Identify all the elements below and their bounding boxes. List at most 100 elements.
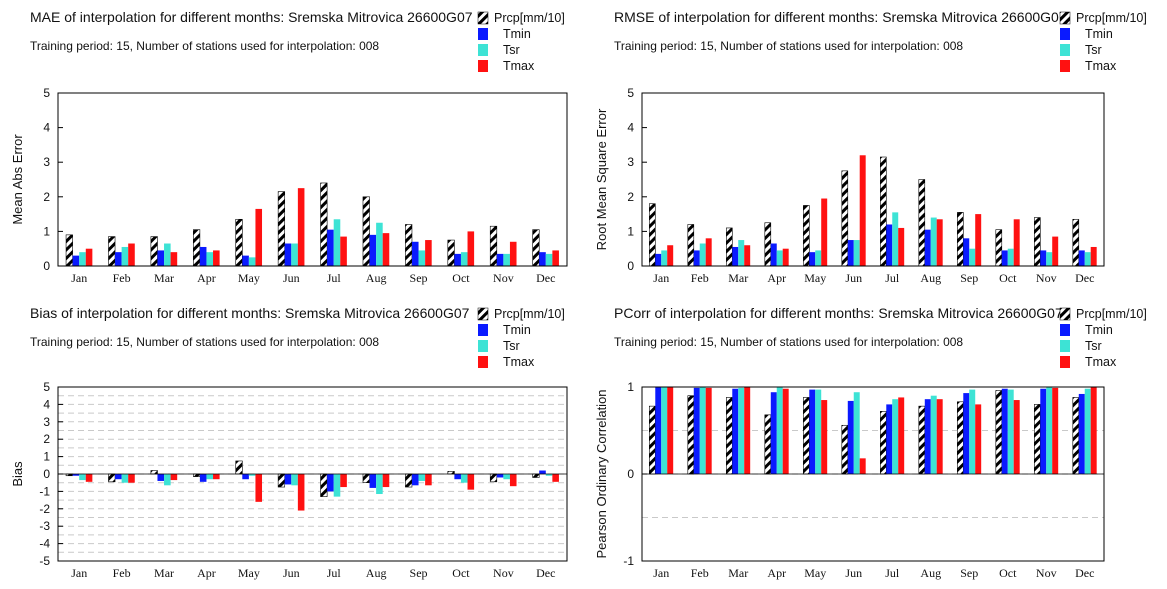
bar-tmin-may (809, 389, 816, 474)
bar-tmax-nov (509, 474, 517, 487)
bar-tmax-feb (128, 243, 135, 266)
chart-panel-2: Bias of interpolation for different mont… (10, 305, 568, 580)
bar-prcp-mm--feb (108, 236, 116, 267)
bar-tsr-nov (1046, 252, 1053, 266)
bar-tmax-nov (509, 241, 517, 266)
legend-label: Tmax (503, 355, 535, 369)
bar-prcp-mm--nov (489, 225, 498, 267)
bar-tmax-jul (898, 227, 905, 266)
bar-prcp-mm--nov (1034, 217, 1041, 267)
y-tick-label: 3 (43, 155, 50, 169)
x-tick-label: Jun (283, 566, 300, 580)
bar-tmin-jan (655, 253, 662, 266)
legend-label: Tmin (503, 27, 531, 41)
y-tick-label: -3 (39, 519, 50, 533)
x-tick-label: May (238, 271, 260, 285)
legend-swatch-tmax (1060, 356, 1070, 368)
x-tick-label: Dec (1075, 566, 1094, 580)
bar-tmax-oct (467, 474, 475, 490)
bar-tsr-jul (333, 474, 341, 497)
bar-tmax-mar (744, 245, 751, 266)
bar-tsr-sep (418, 474, 426, 481)
x-tick-label: Oct (452, 566, 470, 580)
y-tick-label: 0 (43, 467, 50, 481)
chart-panel-3: PCorr of interpolation for different mon… (594, 305, 1147, 580)
x-tick-label: Jun (283, 271, 300, 285)
bar-tsr-mar (738, 240, 745, 266)
bar-tsr-aug (376, 474, 383, 495)
x-tick-label: Mar (154, 566, 174, 580)
bar-tsr-mar (164, 474, 171, 486)
bar-tmin-oct (1001, 250, 1008, 266)
bar-prcp-mm--sep (405, 473, 413, 488)
y-tick-label: -1 (39, 484, 50, 498)
bar-tmin-jul (886, 404, 893, 474)
bar-tmax-feb (705, 387, 712, 474)
bar-tmin-sep (411, 241, 419, 266)
bar-tsr-may (815, 250, 822, 266)
bar-prcp-mm--dec (532, 229, 540, 267)
legend: Prcp[mm/10] Tmin Tsr Tmax (477, 11, 565, 73)
bar-tmax-mar (170, 474, 178, 481)
legend-label: Prcp[mm/10] (494, 307, 565, 321)
bar-prcp-mm--oct (995, 229, 1003, 267)
bar-prcp-mm--jun (841, 424, 849, 475)
bar-tmax-dec (552, 250, 559, 266)
x-tick-label: Jun (845, 566, 862, 580)
x-tick-label: Oct (999, 271, 1017, 285)
bar-tsr-apr (776, 250, 783, 266)
bar-tsr-dec (545, 253, 553, 266)
bar-tmin-jun (284, 243, 292, 266)
bar-tmin-sep (411, 474, 419, 486)
bar-prcp-mm--sep (405, 224, 413, 267)
bar-tsr-aug (930, 395, 937, 474)
bar-tmax-may (821, 198, 828, 266)
x-tick-label: Dec (1075, 271, 1094, 285)
bar-tmax-jan (85, 248, 93, 266)
bar-tmin-apr (770, 392, 777, 474)
bar-tmax-sep (975, 404, 982, 474)
bar-tmax-oct (467, 231, 475, 266)
bar-tsr-may (248, 257, 256, 266)
bar-prcp-mm--jul (880, 411, 887, 475)
bar-tmax-jun (859, 155, 866, 266)
bar-prcp-mm--apr (764, 222, 772, 267)
bar-tmax-may (255, 208, 263, 266)
bar-prcp-mm--jun (841, 170, 849, 267)
x-tick-label: Apr (197, 566, 216, 580)
bar-tsr-jul (333, 219, 341, 266)
bar-tmin-mar (157, 250, 165, 266)
x-tick-label: Jan (653, 566, 669, 580)
x-tick-label: Jan (71, 566, 87, 580)
bar-prcp-mm--jan (649, 405, 656, 475)
y-tick-label: 3 (627, 155, 634, 169)
bar-tmax-jul (340, 236, 347, 266)
bar-tmax-jan (85, 474, 93, 482)
bar-tmin-jan (72, 255, 80, 266)
chart-subtitle: Training period: 15, Number of stations … (30, 335, 379, 349)
bar-tmax-mar (170, 252, 178, 266)
x-tick-label: Jul (885, 271, 900, 285)
bar-tmin-may (242, 255, 249, 266)
legend-label: Tsr (1085, 43, 1102, 57)
bar-tmin-sep (963, 393, 970, 474)
y-axis-label: Pearson Ordinary Correlation (594, 389, 609, 558)
y-tick-label: -5 (39, 554, 50, 568)
bar-tmax-jun (297, 474, 305, 511)
bar-tmax-may (255, 474, 263, 502)
x-tick-label: Sep (960, 271, 978, 285)
legend: Prcp[mm/10] Tmin Tsr Tmax (1059, 11, 1147, 73)
bar-tmin-may (809, 252, 816, 266)
legend-swatch-prcp-mm- (1059, 11, 1071, 25)
x-tick-label: Mar (728, 566, 748, 580)
bar-tmax-aug (382, 474, 390, 488)
bar-tmin-dec (1078, 250, 1085, 266)
x-tick-label: May (804, 566, 826, 580)
bar-prcp-mm--apr (193, 229, 201, 267)
bar-tmax-feb (705, 238, 712, 266)
bar-prcp-mm--jul (320, 182, 328, 267)
bar-tmin-oct (454, 474, 461, 480)
bar-tmax-aug (936, 399, 943, 474)
bar-tsr-feb (699, 243, 706, 266)
